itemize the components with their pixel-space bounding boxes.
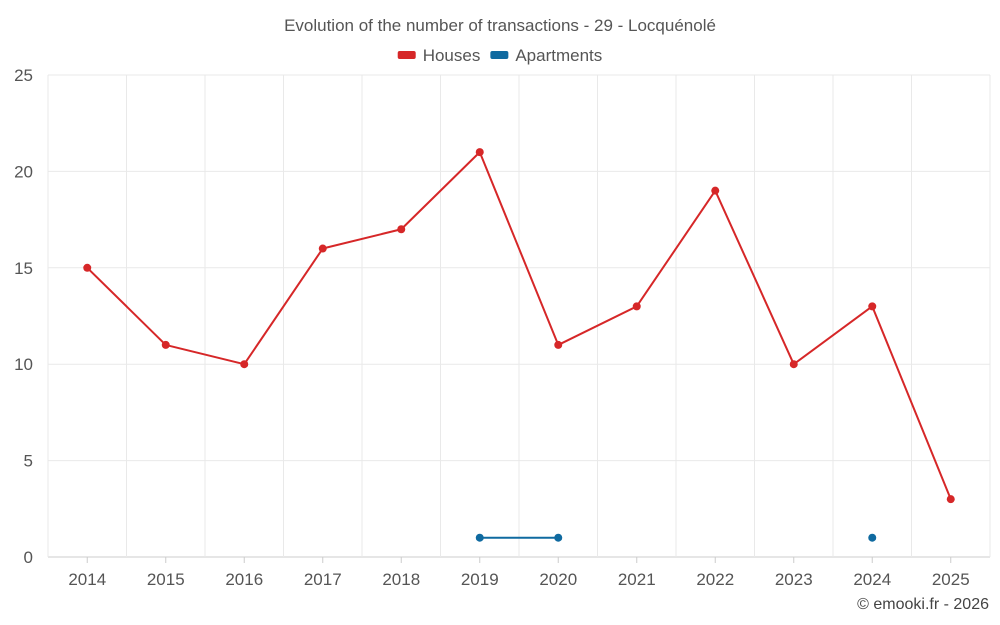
y-tick-label: 5 xyxy=(24,452,33,471)
legend-label: Apartments xyxy=(515,46,602,65)
y-tick-label: 25 xyxy=(14,66,33,85)
point-houses-2020[interactable] xyxy=(554,340,563,349)
x-tick-label-2017: 2017 xyxy=(304,570,342,589)
x-tick-label-2023: 2023 xyxy=(775,570,813,589)
point-apartments-2019[interactable] xyxy=(475,533,484,542)
legend: Houses Apartments xyxy=(397,46,602,65)
legend-label: Houses xyxy=(423,46,481,65)
legend-item-apartments[interactable]: Apartments xyxy=(490,46,602,65)
x-tick-label-2020: 2020 xyxy=(539,570,577,589)
x-tick-label-2015: 2015 xyxy=(147,570,185,589)
point-houses-2023[interactable] xyxy=(789,360,798,369)
y-tick-label: 10 xyxy=(14,355,33,374)
x-tick-label-2018: 2018 xyxy=(382,570,420,589)
y-tick-label: 20 xyxy=(14,162,33,181)
x-tick-label-2016: 2016 xyxy=(225,570,263,589)
y-axis: 0 5 10 15 20 25 xyxy=(14,66,33,567)
point-apartments-2020[interactable] xyxy=(554,533,563,542)
x-tick-label-2021: 2021 xyxy=(618,570,656,589)
legend-item-houses[interactable]: Houses xyxy=(397,46,481,65)
point-houses-2017[interactable] xyxy=(318,244,327,253)
x-tick-label-2024: 2024 xyxy=(853,570,891,589)
point-houses-2018[interactable] xyxy=(397,225,406,234)
legend-swatch xyxy=(397,51,416,59)
point-houses-2015[interactable] xyxy=(161,340,170,349)
point-houses-2025[interactable] xyxy=(946,495,955,504)
x-axis: 2014 2015 2016 2017 2018 2019 2020 2021 2022 2023… xyxy=(68,557,970,589)
grid xyxy=(47,74,991,558)
point-houses-2021[interactable] xyxy=(632,302,641,311)
series-line-houses xyxy=(86,151,952,500)
point-houses-2022[interactable] xyxy=(711,186,720,195)
point-houses-2019[interactable] xyxy=(475,148,484,157)
y-tick-label: 0 xyxy=(24,548,33,567)
legend-swatch xyxy=(490,51,509,59)
x-tick-label-2025: 2025 xyxy=(932,570,970,589)
chart-title: Evolution of the number of transactions … xyxy=(284,16,716,35)
point-houses-2024[interactable] xyxy=(868,302,877,311)
y-tick-label: 15 xyxy=(14,259,33,278)
x-tick-label-2019: 2019 xyxy=(461,570,499,589)
credit: © emooki.fr - 2026 xyxy=(857,596,989,613)
point-houses-2016[interactable] xyxy=(240,360,249,369)
x-tick-label-2022: 2022 xyxy=(696,570,734,589)
x-tick-label-2014: 2014 xyxy=(68,570,106,589)
point-apartments-2024[interactable] xyxy=(868,533,877,542)
series-layer xyxy=(83,148,955,542)
point-houses-2014[interactable] xyxy=(83,263,92,272)
